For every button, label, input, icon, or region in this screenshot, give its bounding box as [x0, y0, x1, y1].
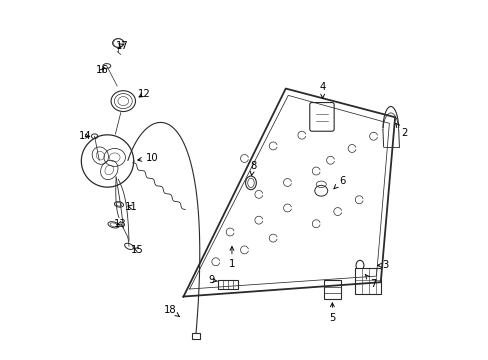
Bar	[191, 333, 199, 338]
Text: 17: 17	[115, 41, 128, 51]
Text: 15: 15	[131, 244, 143, 255]
FancyBboxPatch shape	[309, 103, 333, 131]
Text: 16: 16	[96, 65, 108, 75]
Text: 1: 1	[228, 247, 235, 269]
Text: 9: 9	[208, 275, 217, 285]
Text: 6: 6	[333, 176, 345, 189]
Bar	[217, 280, 238, 289]
Text: 4: 4	[319, 82, 325, 98]
Text: 13: 13	[113, 219, 126, 229]
Text: 2: 2	[395, 123, 407, 138]
Bar	[354, 268, 380, 294]
Text: 11: 11	[125, 202, 138, 212]
Text: 12: 12	[138, 89, 150, 99]
Text: 10: 10	[138, 153, 158, 163]
Text: 14: 14	[79, 131, 91, 141]
Text: 5: 5	[328, 303, 335, 323]
Text: 3: 3	[377, 260, 387, 270]
Bar	[356, 268, 363, 272]
Bar	[324, 280, 340, 299]
Text: 7: 7	[365, 274, 375, 289]
Text: 18: 18	[163, 305, 179, 317]
Text: 8: 8	[249, 161, 256, 175]
